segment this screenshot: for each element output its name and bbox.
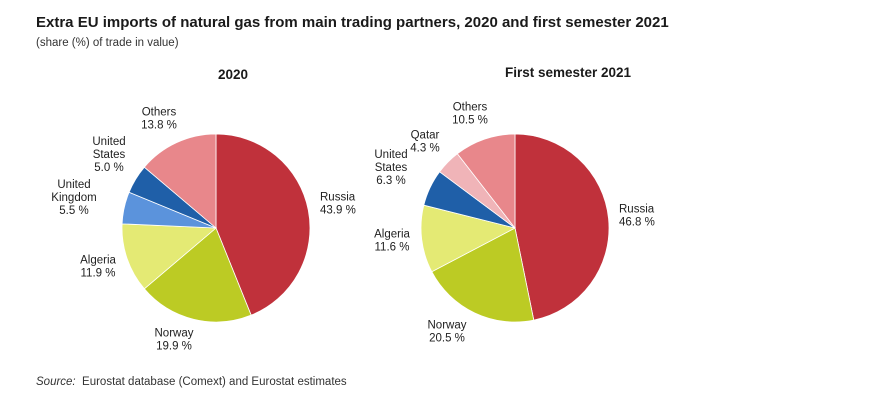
source-text: Eurostat database (Comext) and Eurostat … — [82, 376, 347, 388]
slice-name-label: Norway — [428, 320, 467, 332]
slice-label-algeria: Algeria 11.9 % — [80, 255, 116, 280]
slice-label-others: Others 10.5 % — [452, 102, 488, 127]
slice-value-label: 5.0 % — [94, 162, 123, 174]
slice-name-label: Russia — [619, 204, 655, 216]
slice-value-label: 10.5 % — [452, 115, 488, 127]
slice-value-label: 43.9 % — [320, 205, 356, 217]
pie-chart-1: 2020 Russia 43.9 % Norway 19.9 % Algeria 11.9 … — [51, 67, 356, 353]
slice-value-label: 46.8 % — [619, 217, 655, 229]
slice-label-united-states: United States 5.0 % — [92, 136, 125, 174]
chart-subtitle: (share (%) of trade in value) — [36, 37, 179, 49]
pie-slice-others — [456, 133, 516, 230]
slice-label-norway: Norway 20.5 % — [428, 320, 467, 345]
slice-name-label: States — [375, 162, 408, 174]
slice-name-label: Others — [142, 107, 177, 119]
slice-label-qatar: Qatar 4.3 % — [410, 130, 439, 155]
slice-label-russia: Russia 46.8 % — [619, 204, 655, 229]
chart-title: Extra EU imports of natural gas from mai… — [36, 14, 669, 31]
slice-value-label: 20.5 % — [429, 333, 465, 345]
slice-name-label: Algeria — [374, 229, 410, 241]
slice-value-label: 6.3 % — [376, 175, 405, 187]
slice-value-label: 13.8 % — [141, 120, 177, 132]
pie-slice-others — [143, 133, 217, 229]
slice-name-label: Norway — [155, 328, 194, 340]
pie-slice-norway — [431, 227, 535, 323]
pie-chart-2: First semester 2021 Russia 46.8 % Norway 20.… — [374, 65, 655, 345]
slice-value-label: 19.9 % — [156, 341, 192, 353]
pie-slice-russia — [215, 133, 311, 316]
slice-name-label: Qatar — [411, 130, 440, 142]
slice-label-russia: Russia 43.9 % — [320, 192, 356, 217]
slice-name-label: States — [93, 149, 126, 161]
pie-slice-algeria — [420, 204, 517, 273]
slice-label-others: Others 13.8 % — [141, 107, 177, 132]
pie-title: First semester 2021 — [505, 65, 632, 80]
slice-name-label: Others — [453, 102, 488, 114]
slice-label-algeria: Algeria 11.6 % — [374, 229, 410, 254]
pie-slice-norway — [143, 227, 252, 323]
slice-label-united-kingdom: United Kingdom 5.5 % — [51, 179, 96, 217]
slice-value-label: 11.6 % — [375, 242, 410, 254]
slice-name-label: United — [57, 179, 90, 191]
source-label: Source: — [36, 376, 76, 388]
slice-value-label: 4.3 % — [410, 143, 439, 155]
slice-value-label: 11.9 % — [81, 268, 116, 280]
pie-title: 2020 — [218, 67, 248, 82]
pie-slice-algeria — [121, 223, 218, 290]
slice-name-label: Algeria — [80, 255, 116, 267]
slice-value-label: 5.5 % — [59, 205, 88, 217]
slice-label-united-states: United States 6.3 % — [374, 149, 407, 187]
slice-label-norway: Norway 19.9 % — [155, 328, 194, 353]
slice-name-label: United — [374, 149, 407, 161]
pie-slice-russia — [514, 133, 610, 321]
slice-name-label: Kingdom — [51, 192, 96, 204]
slice-name-label: Russia — [320, 192, 356, 204]
source-note: Source: Eurostat database (Comext) and E… — [36, 376, 347, 388]
slice-name-label: United — [92, 136, 125, 148]
